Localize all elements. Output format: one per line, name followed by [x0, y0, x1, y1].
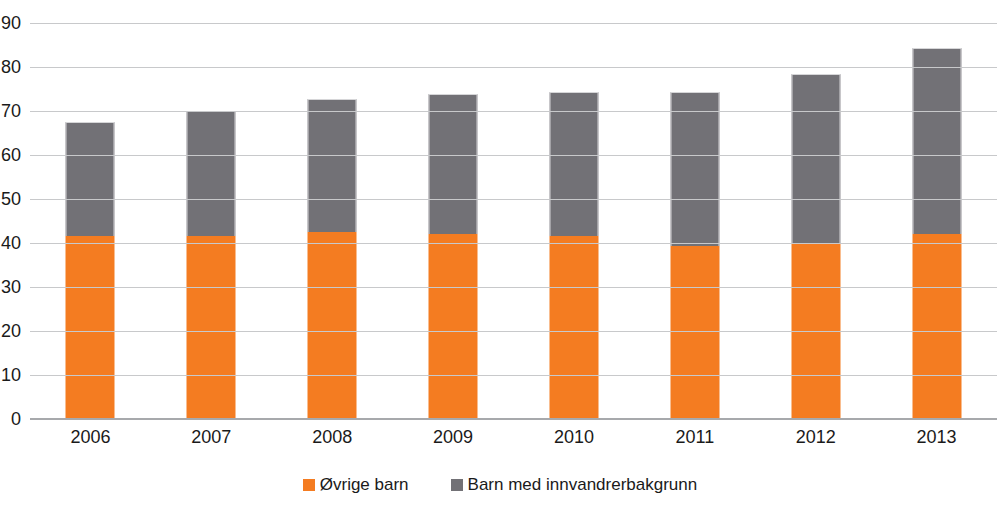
x-tick-label-2012: 2012 — [755, 427, 876, 448]
bar-column-2013 — [876, 23, 997, 419]
segment-ovrige-barn-2013 — [912, 234, 961, 419]
bar-stack-2011 — [670, 92, 719, 419]
gridline-70 — [30, 111, 997, 112]
segment-ovrige-barn-2007 — [187, 236, 236, 419]
bar-stack-2013 — [912, 48, 961, 419]
gridline-40 — [30, 243, 997, 244]
segment-innvandrerbakgrunn-2008 — [308, 99, 357, 232]
legend-label-ovrige-barn: Øvrige barn — [320, 475, 409, 495]
x-tick-label-2007: 2007 — [151, 427, 272, 448]
x-tick-label-2011: 2011 — [634, 427, 755, 448]
legend-label-innvandrerbakgrunn: Barn med innvandrerbakgrunn — [468, 475, 698, 495]
bar-column-2006 — [30, 23, 151, 419]
y-tick-label-60: 60 — [0, 145, 21, 165]
gridline-90 — [30, 23, 997, 24]
y-axis-tick-labels: 0102030405060708090 — [0, 23, 21, 419]
bar-stack-2008 — [308, 99, 357, 419]
segment-innvandrerbakgrunn-2012 — [791, 74, 840, 243]
y-tick-label-20: 20 — [0, 321, 21, 341]
bar-column-2007 — [151, 23, 272, 419]
segment-ovrige-barn-2010 — [549, 236, 598, 419]
x-axis-tick-labels: 20062007200820092010201120122013 — [30, 427, 997, 448]
bar-column-2012 — [755, 23, 876, 419]
chart-legend: Øvrige barn Barn med innvandrerbakgrunn — [0, 475, 1000, 495]
gridline-10 — [30, 375, 997, 376]
x-tick-label-2013: 2013 — [876, 427, 997, 448]
bar-stack-2009 — [429, 94, 478, 419]
segment-innvandrerbakgrunn-2011 — [670, 92, 719, 246]
gridline-20 — [30, 331, 997, 332]
bar-column-2009 — [393, 23, 514, 419]
gridline-50 — [30, 199, 997, 200]
legend-swatch-gray — [451, 479, 463, 491]
segment-ovrige-barn-2011 — [670, 246, 719, 419]
bar-stack-2010 — [549, 92, 598, 419]
y-tick-label-50: 50 — [0, 189, 21, 209]
y-tick-label-70: 70 — [0, 101, 21, 121]
bar-column-2011 — [634, 23, 755, 419]
segment-innvandrerbakgrunn-2007 — [187, 111, 236, 236]
gridline-80 — [30, 67, 997, 68]
y-tick-label-40: 40 — [0, 233, 21, 253]
bar-stack-2007 — [187, 111, 236, 419]
gridline-60 — [30, 155, 997, 156]
bars-container — [30, 23, 997, 419]
segment-ovrige-barn-2009 — [429, 234, 478, 419]
bar-column-2010 — [514, 23, 635, 419]
x-tick-label-2009: 2009 — [393, 427, 514, 448]
x-tick-label-2010: 2010 — [514, 427, 635, 448]
x-tick-label-2008: 2008 — [272, 427, 393, 448]
y-tick-label-90: 90 — [0, 13, 21, 33]
segment-innvandrerbakgrunn-2010 — [549, 92, 598, 236]
bar-stack-2012 — [791, 74, 840, 419]
gridline-30 — [30, 287, 997, 288]
segment-innvandrerbakgrunn-2009 — [429, 94, 478, 234]
stacked-bar-chart-figure: 0 10 20 30 40 50 60 70 80 90 20062007200820092010… — [0, 0, 1000, 512]
legend-item-innvandrerbakgrunn: Barn med innvandrerbakgrunn — [451, 475, 698, 495]
segment-innvandrerbakgrunn-2013 — [912, 48, 961, 235]
y-tick-label-10: 10 — [0, 365, 21, 385]
segment-ovrige-barn-2008 — [308, 232, 357, 419]
plot-area — [30, 23, 997, 419]
segment-ovrige-barn-2006 — [66, 236, 115, 419]
segment-innvandrerbakgrunn-2006 — [66, 122, 115, 236]
x-tick-label-2006: 2006 — [30, 427, 151, 448]
bar-column-2008 — [272, 23, 393, 419]
legend-item-ovrige-barn: Øvrige barn — [303, 475, 409, 495]
legend-swatch-orange — [303, 479, 315, 491]
gridline-0 — [30, 418, 997, 420]
y-tick-label-80: 80 — [0, 57, 21, 77]
y-tick-label-30: 30 — [0, 277, 21, 297]
y-tick-label-0: 0 — [0, 409, 21, 429]
